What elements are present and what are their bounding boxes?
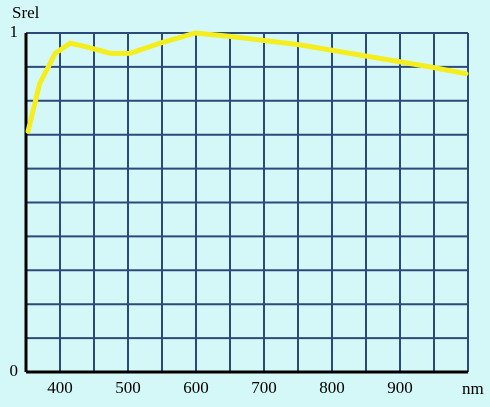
x-tick-label: 700 [251, 378, 277, 397]
x-tick-label: 800 [319, 378, 345, 397]
x-tick-label: 600 [183, 378, 209, 397]
x-tick-label: 500 [115, 378, 141, 397]
y-tick-label: 0 [10, 361, 19, 380]
x-tick-label: 900 [387, 378, 413, 397]
line [25, 30, 469, 134]
y-tick-label: 1 [10, 22, 19, 41]
x-tick-label: 400 [47, 378, 73, 397]
x-axis-label: nm [462, 379, 484, 398]
y-axis-label: Srel [12, 3, 40, 22]
